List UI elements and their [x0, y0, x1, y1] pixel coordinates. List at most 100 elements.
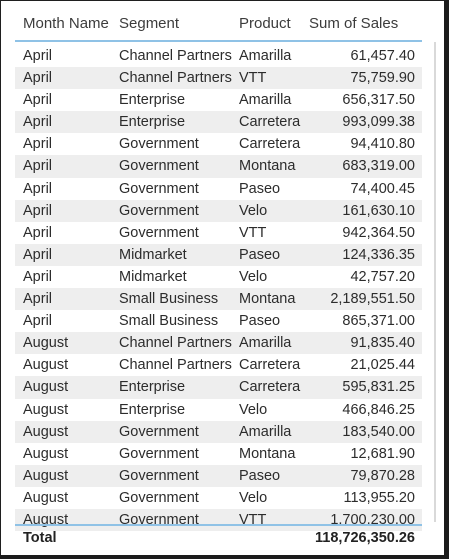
- cell-month: April: [23, 92, 53, 109]
- table-row[interactable]: August Channel Partners Amarilla 91,835.40: [15, 332, 422, 355]
- cell-month: April: [23, 48, 53, 64]
- table-row[interactable]: April Enterprise Carretera 993,099.38: [15, 111, 422, 134]
- table-body: April Channel Partners Amarilla 61,457.40 A…: [15, 45, 422, 532]
- cell-month: April: [23, 291, 53, 308]
- cell-month: August: [23, 335, 69, 352]
- window-edge-right: [444, 0, 449, 559]
- cell-segment: Government: [119, 180, 199, 197]
- header-month-name[interactable]: Month Name: [23, 15, 109, 32]
- table-row[interactable]: April Government Montana 683,319.00: [15, 155, 422, 178]
- cell-product: Amarilla: [239, 48, 292, 64]
- cell-month: April: [23, 268, 53, 285]
- cell-product: Amarilla: [239, 423, 292, 440]
- header-product[interactable]: Product: [239, 15, 291, 32]
- cell-segment: Government: [119, 489, 199, 506]
- cell-segment: Government: [119, 202, 199, 219]
- table-row[interactable]: April Channel Partners Amarilla 61,457.40: [15, 45, 422, 67]
- total-row[interactable]: Total 118,726,350.26: [15, 527, 422, 549]
- table-row[interactable]: August Government Paseo 79,870.28: [15, 464, 422, 487]
- total-label: Total: [23, 530, 57, 546]
- total-separator: [15, 524, 422, 526]
- table-row[interactable]: April Small Business Montana 2,189,551.50: [15, 288, 422, 311]
- cell-segment: Channel Partners: [119, 335, 232, 352]
- cell-sales: 993,099.38: [342, 114, 415, 131]
- cell-month: April: [23, 158, 53, 175]
- cell-product: VTT: [239, 511, 267, 528]
- cell-sales: 161,630.10: [342, 202, 415, 219]
- cell-segment: Channel Partners: [119, 70, 232, 87]
- table-row[interactable]: April Government Paseo 74,400.45: [15, 178, 422, 200]
- table-row[interactable]: August Government Amarilla 183,540.00: [15, 420, 422, 443]
- cell-month: August: [23, 357, 69, 374]
- table-row[interactable]: April Government Velo 161,630.10: [15, 199, 422, 222]
- table-row[interactable]: April Enterprise Amarilla 656,317.50: [15, 89, 422, 111]
- cell-month: August: [23, 379, 69, 396]
- cell-sales: 12,681.90: [350, 445, 415, 462]
- cell-sales: 94,410.80: [350, 136, 415, 153]
- cell-sales: 2,189,551.50: [330, 291, 415, 308]
- cell-sales: 942,364.50: [342, 224, 415, 241]
- cell-month: April: [23, 180, 53, 197]
- sales-table-visual[interactable]: Month Name Segment Product Sum of Sales …: [15, 10, 422, 546]
- cell-segment: Government: [119, 445, 199, 462]
- cell-segment: Government: [119, 511, 199, 528]
- cell-product: Montana: [239, 158, 296, 175]
- cell-sales: 683,319.00: [342, 158, 415, 175]
- cell-product: Paseo: [239, 246, 281, 263]
- cell-product: Carretera: [239, 357, 301, 374]
- table-row[interactable]: April Government VTT 942,364.50: [15, 222, 422, 244]
- cell-sales: 1,700,230.00: [330, 511, 415, 528]
- cell-product: Carretera: [239, 136, 301, 153]
- cell-sales: 595,831.25: [342, 379, 415, 396]
- table-row[interactable]: August Government Montana 12,681.90: [15, 443, 422, 465]
- total-sales: 118,726,350.26: [315, 530, 415, 546]
- table-row[interactable]: August Enterprise Carretera 595,831.25: [15, 376, 422, 399]
- cell-product: Amarilla: [239, 92, 292, 109]
- cell-month: April: [23, 224, 53, 241]
- cell-product: Velo: [239, 489, 268, 506]
- cell-month: August: [23, 445, 69, 462]
- vertical-scrollbar[interactable]: [434, 42, 436, 522]
- cell-month: April: [23, 70, 53, 87]
- header-segment[interactable]: Segment: [119, 15, 180, 32]
- cell-month: August: [23, 467, 69, 484]
- cell-product: Montana: [239, 445, 296, 462]
- table-row[interactable]: April Midmarket Velo 42,757.20: [15, 266, 422, 288]
- table-row[interactable]: April Small Business Paseo 865,371.00: [15, 310, 422, 332]
- cell-segment: Small Business: [119, 291, 219, 308]
- cell-month: August: [23, 401, 69, 418]
- table-row[interactable]: August Channel Partners Carretera 21,025.44: [15, 354, 422, 376]
- cell-segment: Enterprise: [119, 114, 186, 131]
- cell-product: Paseo: [239, 313, 281, 330]
- table-row[interactable]: August Government Velo 113,955.20: [15, 487, 422, 509]
- cell-sales: 74,400.45: [350, 180, 415, 197]
- cell-month: April: [23, 313, 53, 330]
- cell-product: Velo: [239, 202, 268, 219]
- cell-segment: Government: [119, 467, 199, 484]
- cell-sales: 79,870.28: [350, 467, 415, 484]
- table-row[interactable]: April Midmarket Paseo 124,336.35: [15, 243, 422, 266]
- cell-sales: 124,336.35: [342, 246, 415, 263]
- cell-segment: Enterprise: [119, 401, 186, 418]
- cell-month: August: [23, 489, 69, 506]
- cell-product: Montana: [239, 291, 296, 308]
- table-row[interactable]: August Enterprise Velo 466,846.25: [15, 399, 422, 421]
- cell-sales: 21,025.44: [350, 357, 415, 374]
- cell-month: April: [23, 136, 53, 153]
- cell-sales: 113,955.20: [343, 489, 416, 506]
- cell-month: April: [23, 246, 53, 263]
- cell-sales: 75,759.90: [350, 70, 415, 87]
- cell-segment: Government: [119, 136, 199, 153]
- table-row[interactable]: April Channel Partners VTT 75,759.90: [15, 67, 422, 90]
- cell-segment: Government: [119, 158, 199, 175]
- cell-segment: Small Business: [119, 313, 219, 330]
- cell-sales: 183,540.00: [342, 423, 415, 440]
- cell-product: Velo: [239, 268, 268, 285]
- header-sum-of-sales[interactable]: Sum of Sales: [309, 15, 399, 32]
- cell-month: April: [23, 114, 53, 131]
- table-row[interactable]: April Government Carretera 94,410.80: [15, 133, 422, 155]
- cell-segment: Channel Partners: [119, 357, 232, 374]
- table-header: Month Name Segment Product Sum of Sales: [15, 10, 422, 42]
- cell-month: August: [23, 423, 69, 440]
- cell-segment: Channel Partners: [119, 48, 232, 64]
